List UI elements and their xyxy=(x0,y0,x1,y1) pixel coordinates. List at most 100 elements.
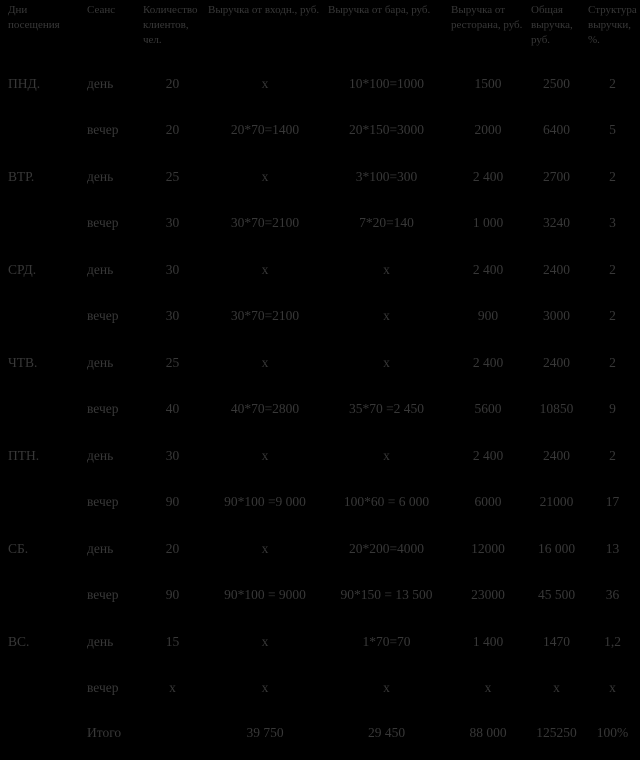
value-cell: 30*70=2100 xyxy=(230,215,300,231)
day-cell xyxy=(0,199,84,248)
value-cell: 2 400 xyxy=(472,168,504,184)
session-cell: вечер xyxy=(87,215,119,231)
value-cell: 35*70 =2 450 xyxy=(348,401,425,417)
value-cell: 21000 xyxy=(539,494,574,510)
month-total-label: Итого за месяц xyxy=(205,753,325,760)
value-cell: 9 xyxy=(609,401,616,417)
value-cell: 20 xyxy=(165,75,180,91)
value-cell: 2 xyxy=(609,261,616,277)
value-cell: 90*150 = 13 500 xyxy=(340,587,433,603)
spacer-cell xyxy=(585,753,640,760)
value-cell: 3000 xyxy=(543,308,570,324)
header-cell: Дни посещения xyxy=(8,4,60,31)
value-cell: 2400 xyxy=(543,261,570,277)
value-cell: 2 400 xyxy=(472,354,504,370)
value-cell: х xyxy=(169,680,176,696)
header-cell: Выручка от бара, руб. xyxy=(328,4,431,16)
table-row: вечер 90 90*100 = 9000 90*150 = 13 500 23000… xyxy=(0,571,640,620)
header-cell: Сеанс xyxy=(87,4,116,16)
session-cell: вечер xyxy=(87,122,119,138)
value-cell: х xyxy=(261,680,269,696)
day-cell xyxy=(0,292,84,341)
value-cell: 16 000 xyxy=(537,540,576,556)
totals-value-cell: 100% xyxy=(596,724,629,740)
value-cell: 2 xyxy=(609,308,616,324)
spacer-cell xyxy=(325,753,448,760)
value-cell: 20 xyxy=(165,540,180,556)
value-cell: 2 xyxy=(609,354,616,370)
totals-value-cell: 125250 xyxy=(536,724,577,740)
table-body: ПНД. день 20 х 10*100=1000 1500 2500 2 вечер 20 20… xyxy=(0,62,640,760)
day-cell xyxy=(0,106,84,155)
table-header-row: Дни посещения Сеанс Количество клиентов, ч… xyxy=(0,0,640,62)
day-cell xyxy=(0,753,84,760)
session-cell: вечер xyxy=(87,680,119,696)
day-cell: СБ. xyxy=(8,540,29,556)
month-total-value: 501000 xyxy=(528,753,585,760)
session-cell: вечер xyxy=(87,308,119,324)
value-cell: 6400 xyxy=(543,122,570,138)
value-cell: 13 xyxy=(605,540,620,556)
value-cell: 20*200=4000 xyxy=(348,540,425,556)
month-total-row: Итого за месяц 501000 xyxy=(0,753,640,760)
day-cell: ВТР. xyxy=(8,168,35,184)
value-cell: 5600 xyxy=(474,401,502,417)
totals-row: Итого 39 750 29 450 88 000 125250 100% xyxy=(0,713,640,753)
session-cell: день xyxy=(87,540,114,556)
value-cell: х xyxy=(261,168,269,184)
day-cell xyxy=(0,664,84,713)
value-cell: х xyxy=(383,447,390,463)
session-cell: день xyxy=(87,168,114,184)
value-cell: 1500 xyxy=(474,75,502,91)
table-row: СБ. день 20 х 20*200=4000 12000 16 000 13 xyxy=(0,527,640,571)
table-row: вечер 90 90*100 =9 000 100*60 = 6 000 6000 21… xyxy=(0,478,640,527)
session-cell: день xyxy=(87,633,114,649)
value-cell: х xyxy=(383,680,390,696)
table-row: ПНД. день 20 х 10*100=1000 1500 2500 2 xyxy=(0,62,640,106)
spacer-cell xyxy=(448,753,528,760)
value-cell: 2 400 xyxy=(472,447,504,463)
totals-label: Итого xyxy=(87,724,122,740)
value-cell: 900 xyxy=(477,308,499,324)
value-cell: 2400 xyxy=(543,354,570,370)
day-cell xyxy=(0,385,84,434)
value-cell: 20*70=1400 xyxy=(230,122,300,138)
totals-value-cell: 88 000 xyxy=(469,724,507,740)
value-cell: 90 xyxy=(165,494,180,510)
value-cell: 90*100 = 9000 xyxy=(224,587,306,603)
value-cell: х xyxy=(383,308,390,324)
value-cell: х xyxy=(261,540,269,556)
value-cell: х xyxy=(261,261,269,277)
value-cell: 7*20=140 xyxy=(359,215,414,231)
value-cell: 45 500 xyxy=(537,587,576,603)
table-row: вечер х х х х х х xyxy=(0,664,640,713)
value-cell: х xyxy=(261,354,269,370)
value-cell: 30 xyxy=(165,261,180,277)
totals-value-cell: 39 750 xyxy=(246,724,284,740)
table-header: Дни посещения Сеанс Количество клиентов, ч… xyxy=(0,0,640,62)
value-cell: 20*150=3000 xyxy=(348,122,425,138)
value-cell: 2400 xyxy=(543,447,570,463)
header-cell: Выручка от ресторана, руб. xyxy=(451,4,523,31)
totals-value-cell: 29 450 xyxy=(367,724,406,740)
day-cell: ПНД. xyxy=(8,75,41,91)
value-cell: х xyxy=(261,633,269,649)
value-cell: 1470 xyxy=(543,633,570,649)
value-cell: х xyxy=(553,680,560,696)
session-cell: день xyxy=(87,261,114,277)
value-cell: х xyxy=(383,261,390,277)
day-cell xyxy=(0,713,84,753)
value-cell: 36 xyxy=(605,587,620,603)
table-row: вечер 40 40*70=2800 35*70 =2 450 5600 10850 9 xyxy=(0,385,640,434)
session-cell: вечер xyxy=(87,587,119,603)
value-cell: 30*70=2100 xyxy=(230,308,300,324)
value-cell: 25 xyxy=(165,354,180,370)
table-row: вечер 20 20*70=1400 20*150=3000 2000 6400 5 xyxy=(0,106,640,155)
value-cell: 3 xyxy=(609,215,616,231)
value-cell: 40*70=2800 xyxy=(230,401,300,417)
value-cell: 1,2 xyxy=(604,633,621,649)
value-cell: 2 400 xyxy=(472,261,504,277)
day-cell: ВС. xyxy=(8,633,30,649)
day-cell xyxy=(0,571,84,620)
header-cell: Структура выручки, %. xyxy=(588,4,637,46)
